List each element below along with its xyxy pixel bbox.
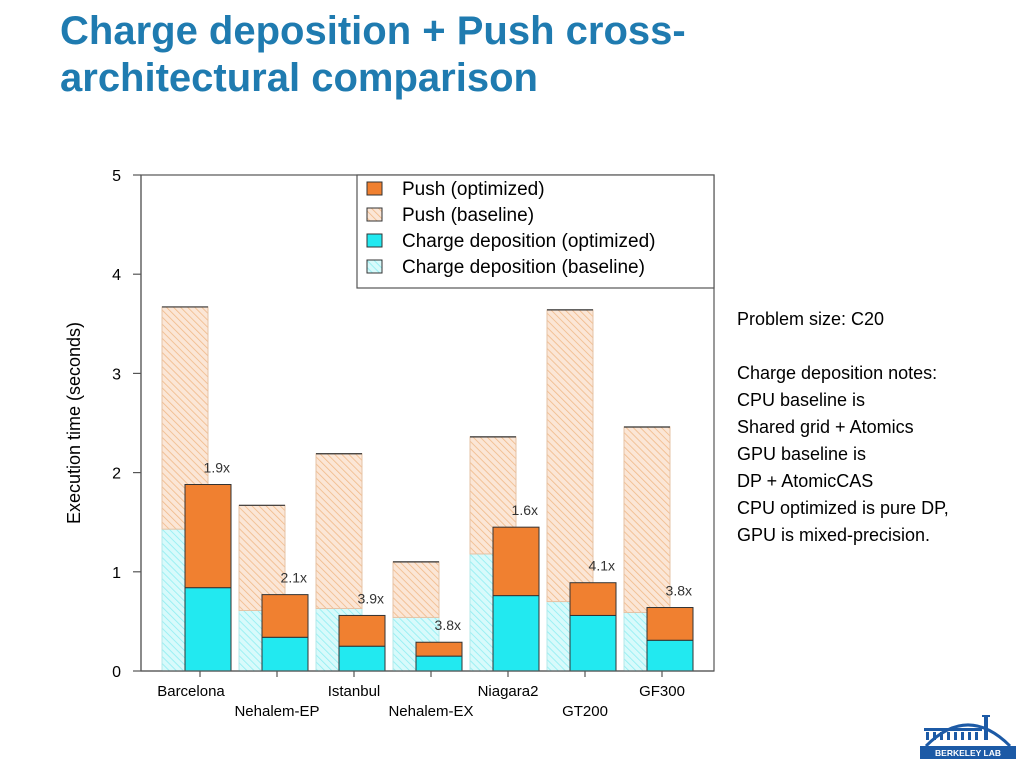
speedup-label: 3.8x <box>435 617 461 633</box>
notes-line: CPU optimized is pure DP, <box>737 498 949 518</box>
bar-push-optimized <box>569 582 617 616</box>
legend-label: Push (optimized) <box>402 179 545 200</box>
x-category-label: GF300 <box>639 683 685 700</box>
notes-spacer <box>737 333 1022 360</box>
legend-label: Charge deposition (baseline) <box>402 257 645 278</box>
x-category-label: GT200 <box>562 703 608 720</box>
logo-building <box>924 715 990 740</box>
bar-push-optimized <box>338 614 386 647</box>
bar-charge-optimized <box>492 595 540 672</box>
y-axis-title: Execution time (seconds) <box>64 322 84 524</box>
y-tick-label: 2 <box>112 466 121 483</box>
logo-band <box>920 746 1016 759</box>
legend-swatch <box>366 233 383 248</box>
bar-push-optimized <box>261 594 309 638</box>
speedup-label: 1.9x <box>204 460 230 476</box>
bar-charge-optimized <box>338 645 386 672</box>
notes-line: DP + AtomicCAS <box>737 471 874 491</box>
notes-panel: Problem size: C20 Charge deposition note… <box>737 306 1022 549</box>
bars-group <box>161 306 694 672</box>
notes-heading: Charge deposition notes: <box>737 363 938 383</box>
x-axis: Barcelona Nehalem-EP Istanbul Nehalem-EX Nia… <box>141 670 714 720</box>
legend-swatch <box>366 259 383 274</box>
legend-box <box>356 174 715 289</box>
bar-push-baseline <box>546 309 594 603</box>
bar-push-optimized <box>415 641 463 657</box>
bar-push-optimized <box>646 607 694 641</box>
y-tick-label: 0 <box>112 664 121 681</box>
legend: Push (optimized) Push (baseline) Charge de… <box>356 174 715 289</box>
notes-line: CPU baseline is <box>737 390 866 410</box>
legend-label: Push (baseline) <box>402 205 534 226</box>
x-category-label: Niagara2 <box>478 683 539 700</box>
x-category-label: Nehalem-EP <box>234 703 319 720</box>
logo-text: BERKELEY LAB <box>935 748 1001 758</box>
y-tick-label: 5 <box>112 168 121 185</box>
x-category-label: Barcelona <box>157 683 225 700</box>
bar-push-optimized <box>492 526 540 597</box>
y-tick-label: 3 <box>112 366 121 383</box>
bar-push-optimized <box>184 484 232 589</box>
speedup-label: 3.8x <box>666 583 692 599</box>
y-axis: 0 1 2 3 4 5 <box>112 168 142 681</box>
bar-push-baseline <box>392 561 440 618</box>
bar-charge-optimized <box>569 614 617 672</box>
speedup-label: 3.9x <box>358 590 384 606</box>
y-tick-label: 4 <box>112 267 121 284</box>
legend-swatch <box>366 207 383 222</box>
notes-line: Shared grid + Atomics <box>737 417 914 437</box>
y-tick-label: 1 <box>112 565 121 582</box>
bar-charge-optimized <box>184 587 232 672</box>
speedup-label: 4.1x <box>589 558 615 574</box>
bar-push-baseline <box>315 453 363 610</box>
slide-title: Charge deposition + Push cross- architec… <box>60 8 1000 102</box>
problem-size-note: Problem size: C20 <box>737 309 885 329</box>
legend-label: Charge deposition (optimized) <box>402 231 655 252</box>
speedup-label: 2.1x <box>281 570 307 586</box>
bar-charge-optimized <box>646 639 694 672</box>
slide-title-line-1: Charge deposition + Push cross- <box>60 9 686 53</box>
legend-swatch <box>366 181 383 196</box>
slide-title-line-2: architectural comparison <box>60 56 538 100</box>
berkeley-lab-logo: BERKELEY LAB <box>920 715 1016 759</box>
x-category-label: Nehalem-EX <box>388 703 473 720</box>
speedup-label: 1.6x <box>512 502 538 518</box>
x-category-label: Istanbul <box>328 683 381 700</box>
notes-line: GPU is mixed-precision. <box>737 525 931 545</box>
notes-line: GPU baseline is <box>737 444 867 464</box>
bar-charge-optimized <box>415 655 463 672</box>
speedup-labels: 1.9x 2.1x 3.9x 3.8x 1.6x 4.1x 3.8x <box>204 460 692 634</box>
bar-push-baseline <box>623 426 671 613</box>
bar-charge-optimized <box>261 636 309 672</box>
